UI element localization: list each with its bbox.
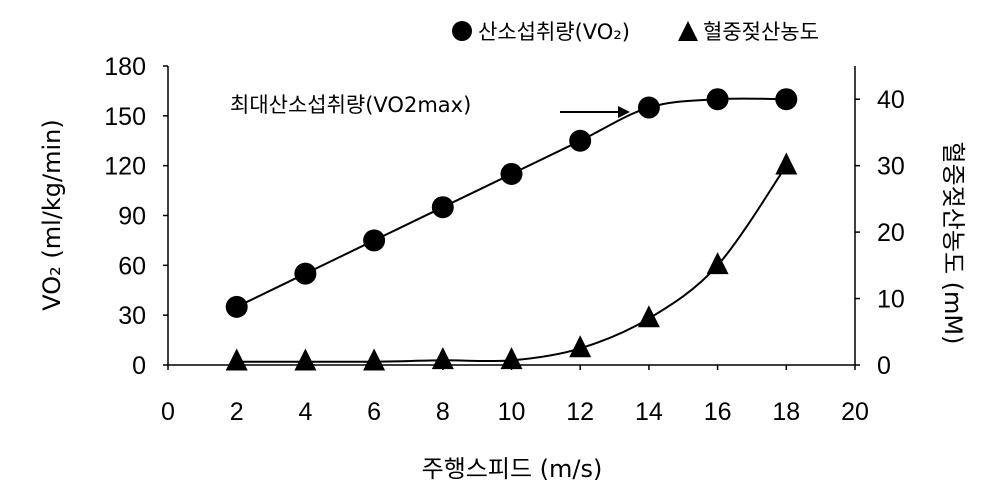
- y-right-tick-label: 10: [877, 286, 905, 314]
- y-left-tick-label: 60: [118, 252, 146, 280]
- y-right-axis-title: 혈중젖산농도 (mM): [939, 142, 967, 345]
- y-right-tick-label: 40: [877, 86, 905, 114]
- vo2-point-marker: [294, 262, 317, 285]
- vo2-point-marker: [431, 196, 454, 219]
- vo2-point-marker: [706, 88, 729, 111]
- legend: 산소섭취량(VO₂) 혈중젖산농도: [452, 20, 819, 44]
- y-left-axis-title: VO₂ (ml/kg/min): [38, 119, 66, 310]
- x-tick-label: 10: [498, 398, 526, 426]
- lactate-point-marker: [775, 152, 798, 175]
- lactate-point-marker: [431, 347, 454, 370]
- y-left-tick-label: 90: [118, 203, 146, 231]
- x-tick-label: 4: [298, 398, 312, 426]
- y-left-tick-label: 0: [132, 352, 146, 380]
- series-line-1: [236, 97, 787, 308]
- lactate-point-marker: [225, 348, 248, 371]
- x-tick-label: 20: [841, 398, 869, 426]
- vo2-point-marker: [225, 295, 248, 318]
- vo2-point-marker: [637, 96, 660, 119]
- series-line-2: [236, 165, 788, 363]
- vo2-point-marker: [569, 129, 592, 152]
- y-right-tick-label: 0: [877, 352, 891, 380]
- vo2-point-marker: [775, 88, 798, 111]
- lactate-point-marker: [569, 335, 592, 358]
- x-tick-label: 16: [704, 398, 732, 426]
- x-tick-label: 0: [161, 398, 175, 426]
- y-left-tick-label: 120: [104, 153, 146, 181]
- y-left-tick-label: 180: [104, 53, 146, 81]
- vo2-point-marker: [500, 162, 523, 185]
- x-tick-label: 8: [436, 398, 450, 426]
- x-tick-label: 6: [367, 398, 381, 426]
- x-tick-label: 2: [230, 398, 244, 426]
- x-axis-title: 주행스피드 (m/s): [422, 455, 603, 483]
- y-left-tick-label: 150: [104, 103, 146, 131]
- legend-circle-marker: [452, 21, 472, 41]
- x-tick-label: 18: [772, 398, 800, 426]
- lactate-point-marker: [706, 252, 729, 275]
- x-tick-label: 12: [566, 398, 594, 426]
- lactate-point-marker: [363, 348, 386, 371]
- annotation: 최대산소섭취량(VO2max): [230, 93, 630, 118]
- ticks-layer: 0 2 4 6 8 10 12 14 16 18 20 0 30 60 90 120 150 180 0 10 20 30…: [104, 53, 905, 426]
- legend-label-vo2: 산소섭취량(VO₂): [478, 20, 630, 44]
- legend-label-lactate: 혈중젖산농도: [703, 20, 819, 44]
- lactate-point-marker: [294, 348, 317, 371]
- legend-triangle-marker: [678, 21, 698, 41]
- x-tick-label: 14: [635, 398, 663, 426]
- y-left-tick-label: 30: [118, 302, 146, 330]
- marker-layer: [225, 88, 798, 371]
- annotation-arrowhead: [618, 106, 630, 118]
- lactate-point-marker: [637, 305, 660, 328]
- annotation-label: 최대산소섭취량(VO2max): [230, 93, 471, 117]
- series-layer: [236, 97, 788, 363]
- y-right-tick-label: 20: [877, 219, 905, 247]
- lactate-point-marker: [500, 347, 523, 370]
- y-right-tick-label: 30: [877, 153, 905, 181]
- vo2-point-marker: [363, 229, 386, 252]
